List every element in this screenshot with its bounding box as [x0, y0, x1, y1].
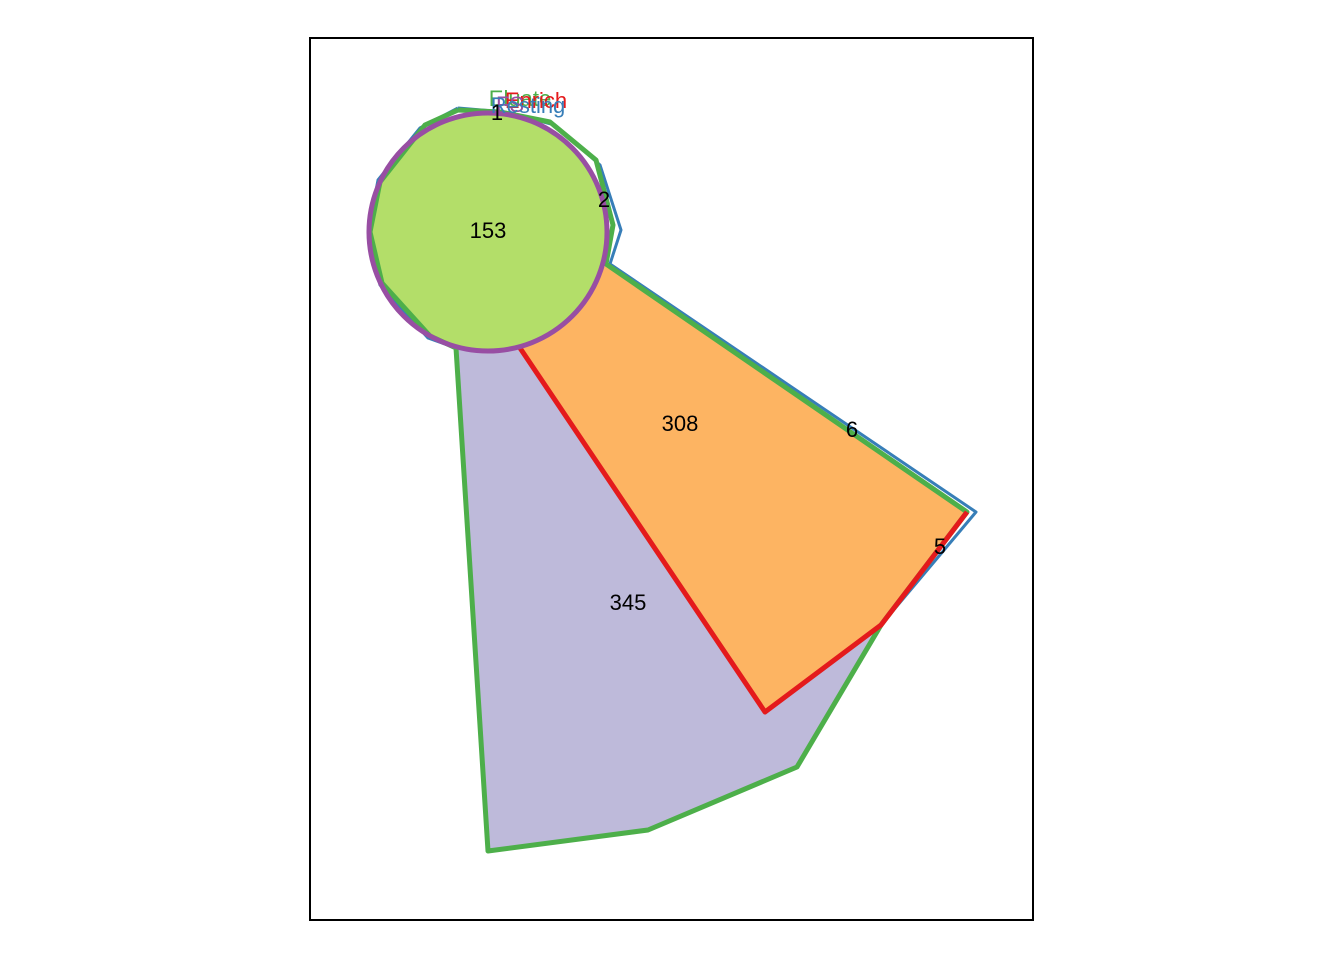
region-purple-wedge — [456, 348, 881, 851]
set-label-enrich: Enrich — [505, 88, 567, 113]
count-orange-wedge: 308 — [662, 411, 699, 436]
set-label-fs: FS — [496, 92, 524, 117]
count-edge-sliver-lower: 5 — [934, 534, 946, 559]
count-right-notch: 2 — [598, 187, 610, 212]
count-top-sliver: 1 — [491, 100, 503, 125]
count-purple-wedge: 345 — [610, 590, 647, 615]
region-orange-wedge — [520, 264, 967, 712]
count-circle-center: 153 — [470, 218, 507, 243]
region-circle-center — [369, 113, 607, 351]
set-label-eluate: Eluate — [489, 86, 551, 111]
set-outline-fs — [366, 110, 610, 354]
set-label-resting: Resting — [491, 93, 566, 118]
set-outline-enrich — [517, 346, 969, 715]
count-edge-sliver-upper: 6 — [846, 417, 858, 442]
